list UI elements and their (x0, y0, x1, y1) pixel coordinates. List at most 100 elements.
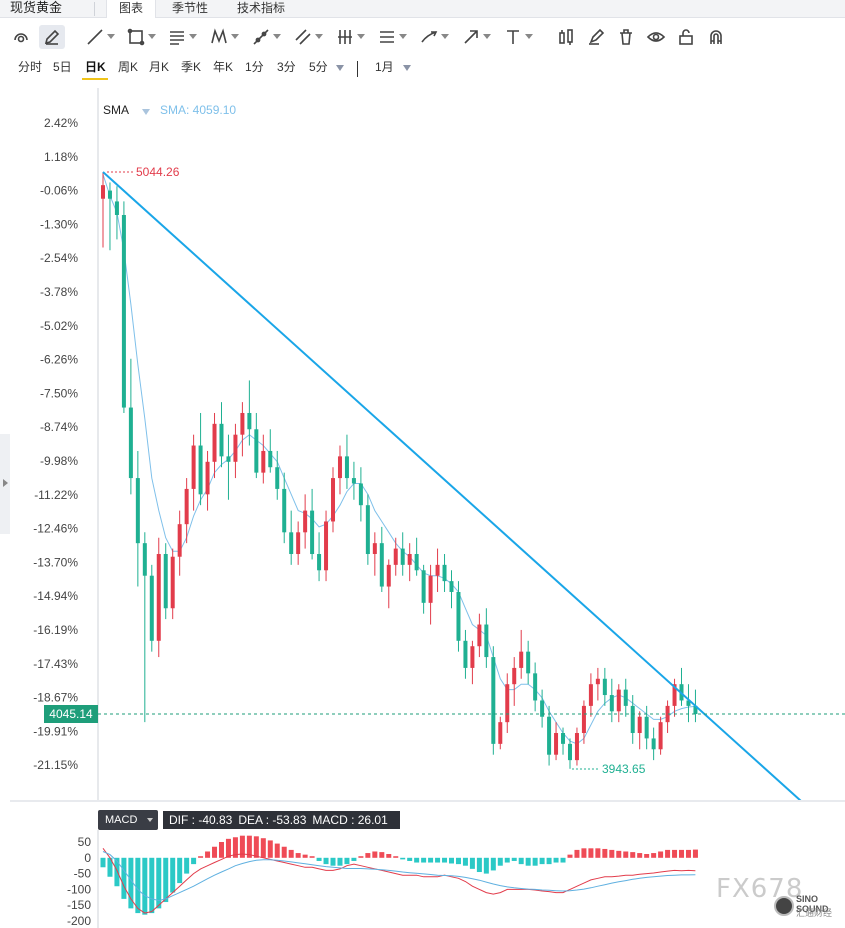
macd-histogram-bar (274, 843, 280, 858)
period-5d[interactable]: 5日 (53, 60, 72, 74)
candle-body (247, 412, 252, 430)
sidebar-toggle[interactable] (0, 434, 10, 534)
chevron-down-icon[interactable] (403, 65, 411, 71)
macd-histogram-bar (637, 853, 643, 858)
candle-body (574, 733, 579, 761)
candle-icon[interactable] (553, 25, 579, 49)
parallel-icon[interactable] (290, 25, 316, 49)
tab-technical-indicators[interactable]: 技术指标 (237, 1, 286, 15)
macd-histogram-bar (532, 857, 538, 866)
period-tick[interactable]: 分时 (18, 60, 43, 74)
candle-body (310, 510, 315, 555)
macd-histogram-bar (288, 849, 294, 858)
pattern-icon[interactable] (206, 25, 232, 49)
candle-body (191, 445, 196, 489)
candle-body (393, 548, 398, 565)
instrument-name[interactable]: 现货黄金 (10, 0, 63, 15)
macd-histogram-bar (623, 851, 629, 858)
lock-icon[interactable] (673, 25, 699, 49)
tab-seasonality[interactable]: 季节性 (172, 1, 209, 15)
pencil-icon[interactable] (39, 25, 65, 49)
period-3min[interactable]: 3分 (277, 60, 296, 74)
y-tick-label: -17.43% (33, 657, 78, 671)
badge-logo-icon (774, 896, 794, 916)
candle-body (372, 543, 377, 555)
macd-histogram-bar (267, 840, 273, 858)
y-tick-label: -7.50% (40, 386, 78, 400)
candle-body (595, 678, 600, 685)
rectangle-icon[interactable] (123, 25, 149, 49)
arrow-icon[interactable] (458, 25, 484, 49)
chevron-down-icon[interactable] (315, 34, 323, 39)
candle-body (651, 738, 656, 750)
eye-icon[interactable] (643, 25, 669, 49)
range-selector[interactable]: 1月 (375, 60, 394, 74)
period-daily[interactable]: 日K (85, 60, 106, 74)
chevron-down-icon[interactable] (357, 34, 365, 39)
macd-histogram-bar (525, 857, 531, 866)
candle-body (379, 543, 384, 587)
y-tick-label: -8.74% (40, 420, 78, 434)
macd-histogram-bar (225, 838, 231, 858)
chevron-down-icon[interactable] (142, 109, 150, 115)
trash-icon[interactable] (613, 25, 639, 49)
period-monthly[interactable]: 月K (149, 60, 170, 74)
candle-body (533, 673, 538, 701)
magnet-icon[interactable] (703, 25, 729, 49)
macd-indicator-button[interactable]: MACD (98, 810, 158, 830)
macd-histogram-bar (616, 850, 622, 858)
macd-histogram-bar (476, 857, 482, 873)
period-1min[interactable]: 1分 (245, 60, 264, 74)
macd-histogram-bar (100, 857, 106, 868)
y-tick-label: -19.91% (33, 724, 78, 738)
period-weekly[interactable]: 周K (118, 60, 139, 74)
chevron-down-icon[interactable] (399, 34, 407, 39)
candle-body (386, 564, 391, 587)
chevron-down-icon[interactable] (441, 34, 449, 39)
macd-histogram-bar (574, 849, 580, 858)
candle-body (226, 456, 231, 462)
macd-histogram-bar (170, 857, 176, 893)
period-more-icon[interactable] (336, 65, 344, 71)
period-yearly[interactable]: 年K (213, 60, 234, 74)
period-quarterly[interactable]: 季K (181, 60, 202, 74)
price-chart[interactable]: 2.42% 1.18% -0.06% -1.30% -2.54% -3.78% -5.02%… (0, 88, 845, 800)
candle-body (644, 716, 649, 739)
macd-histogram-bar (177, 857, 183, 884)
cursor-icon[interactable] (8, 25, 34, 49)
candle-body (616, 689, 621, 712)
chevron-down-icon[interactable] (189, 34, 197, 39)
tab-chart[interactable]: 图表 (106, 0, 157, 18)
macd-histogram-bar (281, 846, 287, 858)
candle-body (275, 467, 280, 489)
badge-line-1: SINO SOUND (796, 894, 829, 914)
chevron-right-icon (3, 479, 8, 487)
macd-histogram-bar (644, 854, 650, 858)
candle-body (540, 700, 545, 717)
text-icon[interactable] (500, 25, 526, 49)
trend-line-icon[interactable] (82, 25, 108, 49)
panel-divider[interactable] (10, 800, 845, 802)
chevron-down-icon[interactable] (231, 34, 239, 39)
macd-histogram-bar (442, 857, 448, 863)
candle-body (561, 733, 566, 744)
channel-icon[interactable] (374, 25, 400, 49)
macd-histogram-bar (567, 854, 573, 858)
bars-icon[interactable] (332, 25, 358, 49)
chevron-down-icon[interactable] (525, 34, 533, 39)
candle-body (609, 695, 614, 712)
chevron-down-icon[interactable] (483, 34, 491, 39)
chevron-down-icon[interactable] (148, 34, 156, 39)
macd-chart[interactable]: 50 0 -50-100 -150 -200 (0, 830, 845, 928)
chevron-down-icon[interactable] (107, 34, 115, 39)
macd-histogram-bar (672, 849, 678, 858)
ray-icon[interactable] (248, 25, 274, 49)
fib-icon[interactable] (164, 25, 190, 49)
chevron-down-icon[interactable] (273, 34, 281, 39)
marker-icon[interactable] (583, 25, 609, 49)
period-5min[interactable]: 5分 (309, 60, 328, 74)
macd-histogram-bar (142, 857, 148, 915)
macd-readout: DIF : -40.83 DEA : -53.83 MACD : 26.01 (163, 811, 400, 829)
sma-indicator-label[interactable]: SMA (103, 103, 130, 117)
brush-icon[interactable] (416, 25, 442, 49)
